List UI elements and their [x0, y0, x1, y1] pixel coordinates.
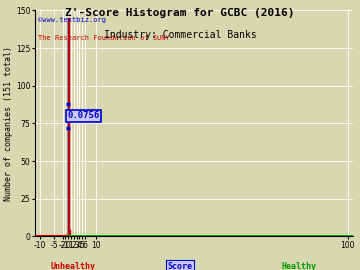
Y-axis label: Number of companies (151 total): Number of companies (151 total) [4, 46, 13, 201]
Text: 0.0756: 0.0756 [68, 112, 100, 120]
Text: Industry: Commercial Banks: Industry: Commercial Banks [104, 30, 256, 40]
Bar [69, 230, 71, 237]
Bar [66, 235, 68, 237]
Bar [68, 18, 69, 237]
Text: Score: Score [167, 262, 193, 270]
Text: Z'-Score Histogram for GCBC (2016): Z'-Score Histogram for GCBC (2016) [65, 8, 295, 18]
Text: Healthy: Healthy [282, 262, 317, 270]
Text: ©www.textbiz.org: ©www.textbiz.org [38, 17, 106, 23]
Text: The Research Foundation of SUNY: The Research Foundation of SUNY [38, 35, 170, 41]
Text: Unhealthy: Unhealthy [50, 262, 95, 270]
